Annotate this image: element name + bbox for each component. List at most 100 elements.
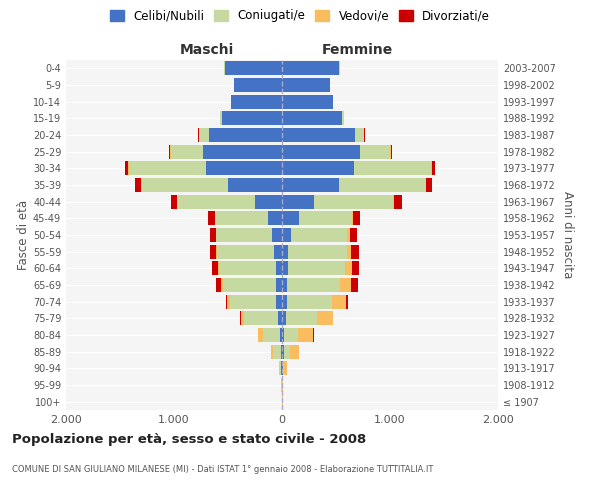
Bar [284, 328, 298, 342]
Bar [282, 128, 355, 142]
Bar [349, 228, 356, 242]
Bar [339, 178, 425, 192]
Bar [199, 128, 209, 142]
Bar [209, 128, 282, 142]
Bar [282, 162, 355, 175]
Bar [290, 228, 347, 242]
Bar [235, 78, 282, 92]
Bar [215, 278, 221, 292]
Bar [282, 178, 339, 192]
Bar [225, 62, 282, 76]
Bar [353, 211, 360, 226]
Bar [394, 194, 403, 209]
Bar [282, 211, 299, 226]
Bar [282, 244, 289, 259]
Bar [287, 278, 340, 292]
Bar [220, 112, 221, 126]
Bar [343, 112, 344, 126]
Bar [360, 144, 390, 159]
Bar [169, 144, 170, 159]
Bar [255, 194, 282, 209]
Bar [282, 62, 339, 76]
Bar [275, 261, 282, 276]
Bar [286, 311, 317, 326]
Bar [299, 211, 352, 226]
Bar [142, 178, 228, 192]
Bar [171, 144, 203, 159]
Bar [282, 194, 314, 209]
Bar [263, 328, 280, 342]
Bar [230, 294, 276, 308]
Bar [276, 294, 282, 308]
Bar [282, 94, 333, 109]
Text: Femmine: Femmine [322, 42, 393, 56]
Bar [290, 344, 299, 359]
Bar [280, 328, 282, 342]
Bar [332, 294, 346, 308]
Bar [203, 144, 282, 159]
Bar [282, 112, 343, 126]
Bar [268, 211, 282, 226]
Bar [351, 278, 358, 292]
Y-axis label: Anni di nascita: Anni di nascita [561, 192, 574, 278]
Bar [426, 178, 432, 192]
Bar [352, 261, 359, 276]
Bar [284, 361, 287, 376]
Bar [317, 311, 333, 326]
Bar [431, 162, 435, 175]
Bar [284, 344, 290, 359]
Bar [298, 328, 313, 342]
Bar [274, 244, 282, 259]
Bar [276, 278, 282, 292]
Bar [209, 244, 216, 259]
Bar [218, 261, 220, 276]
Bar [282, 228, 290, 242]
Bar [352, 211, 353, 226]
Text: Popolazione per età, sesso e stato civile - 2008: Popolazione per età, sesso e stato civil… [12, 432, 366, 446]
Bar [134, 178, 141, 192]
Bar [272, 228, 282, 242]
Bar [282, 278, 287, 292]
Bar [212, 261, 218, 276]
Bar [287, 294, 332, 308]
Bar [215, 211, 268, 226]
Bar [216, 244, 217, 259]
Bar [282, 261, 288, 276]
Bar [347, 228, 349, 242]
Legend: Celibi/Nubili, Coniugati/e, Vedovi/e, Divorziati/e: Celibi/Nubili, Coniugati/e, Vedovi/e, Di… [106, 6, 494, 26]
Bar [221, 278, 223, 292]
Bar [283, 361, 284, 376]
Bar [209, 228, 215, 242]
Bar [217, 244, 274, 259]
Bar [208, 211, 215, 226]
Bar [177, 194, 255, 209]
Bar [241, 311, 244, 326]
Bar [206, 162, 282, 175]
Bar [223, 278, 276, 292]
Bar [125, 162, 128, 175]
Bar [227, 294, 230, 308]
Bar [289, 244, 347, 259]
Bar [288, 261, 345, 276]
Bar [216, 228, 272, 242]
Bar [346, 294, 348, 308]
Bar [345, 261, 352, 276]
Bar [220, 261, 275, 276]
Text: Maschi: Maschi [179, 42, 233, 56]
Bar [391, 144, 392, 159]
Bar [282, 144, 360, 159]
Bar [355, 162, 431, 175]
Bar [282, 344, 284, 359]
Bar [244, 311, 278, 326]
Bar [355, 128, 364, 142]
Bar [281, 344, 282, 359]
Bar [231, 94, 282, 109]
Bar [171, 194, 176, 209]
Bar [351, 244, 359, 259]
Bar [314, 194, 393, 209]
Bar [271, 344, 274, 359]
Bar [340, 278, 351, 292]
Bar [279, 361, 281, 376]
Bar [347, 244, 351, 259]
Text: COMUNE DI SAN GIULIANO MILANESE (MI) - Dati ISTAT 1° gennaio 2008 - Elaborazione: COMUNE DI SAN GIULIANO MILANESE (MI) - D… [12, 466, 433, 474]
